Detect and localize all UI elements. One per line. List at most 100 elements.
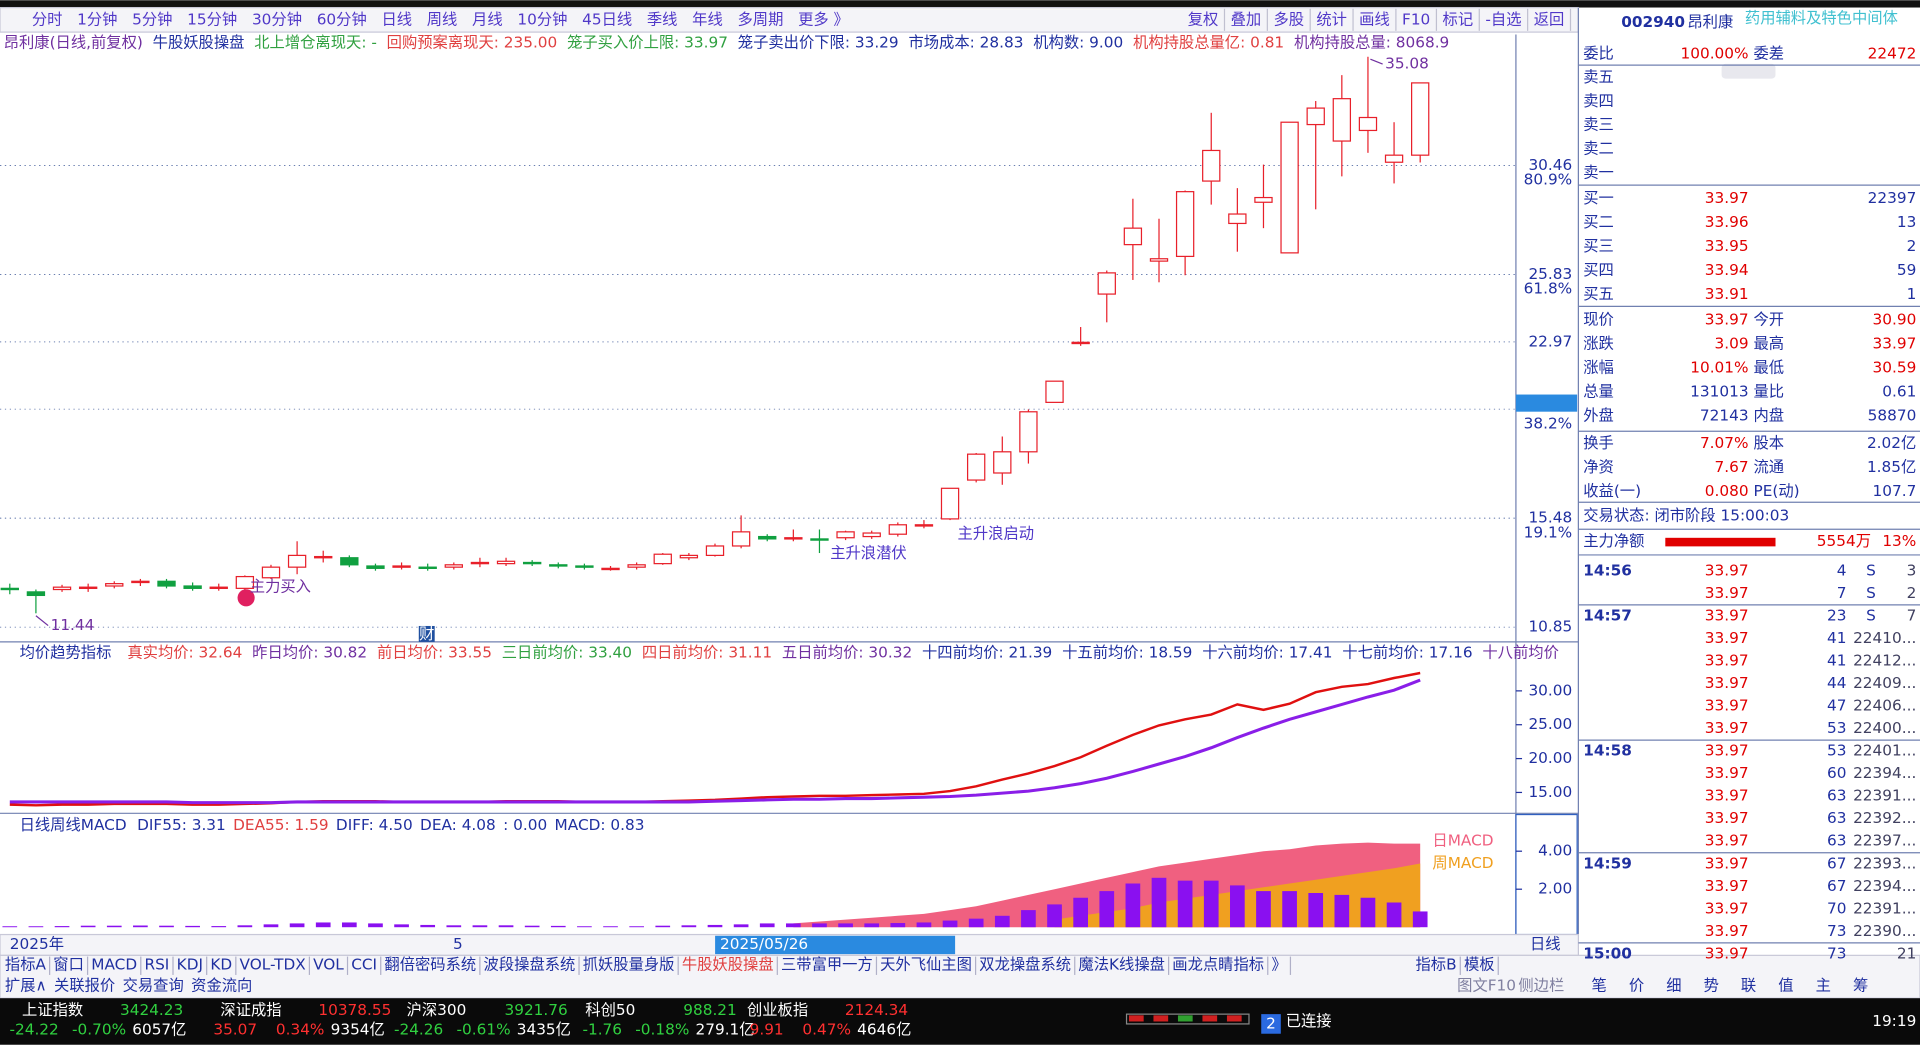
indicator-tab[interactable]: 抓妖股量身版 bbox=[583, 956, 675, 974]
period-tab[interactable]: 月线 bbox=[472, 10, 503, 28]
period-tab[interactable]: 更多 》 bbox=[798, 10, 849, 28]
indicator-tab[interactable]: 指标B bbox=[1416, 956, 1457, 974]
indicator-tab[interactable]: 魔法K线操盘 bbox=[1078, 956, 1165, 974]
macd-bar bbox=[1047, 904, 1062, 928]
function-tab[interactable]: 交易查询 bbox=[123, 976, 184, 994]
indicator-tab[interactable]: 翻倍密码系统 bbox=[384, 956, 476, 974]
indicator-tab[interactable]: 波段操盘系统 bbox=[484, 956, 576, 974]
macd-bar bbox=[916, 922, 932, 928]
macd-bar bbox=[733, 924, 749, 928]
function-tab[interactable]: 关联报价 bbox=[54, 976, 115, 994]
area-label: 日MACD bbox=[1432, 832, 1493, 850]
signal-dot bbox=[237, 589, 255, 607]
stat-value: 10.01% bbox=[1690, 358, 1748, 376]
indicator-tab[interactable]: VOL-TDX bbox=[240, 956, 306, 974]
period-tab[interactable]: 多周期 bbox=[737, 10, 783, 28]
stat-value: 30.59 bbox=[1873, 358, 1917, 376]
indicator-tab[interactable]: CCI bbox=[351, 956, 377, 974]
period-tab[interactable]: 年线 bbox=[692, 10, 723, 28]
tick-price: 33.97 bbox=[1705, 877, 1749, 895]
period-tab[interactable]: 15分钟 bbox=[187, 10, 237, 28]
indicator-tab[interactable]: MACD bbox=[91, 956, 137, 974]
tick-volume: 67 bbox=[1827, 854, 1846, 872]
stat-label: 净资 bbox=[1583, 458, 1614, 476]
tool-button[interactable]: F10 bbox=[1402, 10, 1430, 28]
tick-side: S bbox=[1866, 584, 1876, 602]
index-name: 沪深300 bbox=[407, 1001, 467, 1019]
side-tab[interactable]: 侧边栏 bbox=[1518, 976, 1564, 994]
index-amount: 6057亿 bbox=[132, 1021, 186, 1039]
period-tab[interactable]: 5分钟 bbox=[132, 10, 172, 28]
expand-button[interactable] bbox=[1721, 63, 1776, 79]
tick-volume: 47 bbox=[1827, 697, 1846, 715]
period-tab[interactable]: 10分钟 bbox=[517, 10, 567, 28]
indicator-tab[interactable]: RSI bbox=[144, 956, 169, 974]
indicator-tab[interactable]: 指标A bbox=[5, 956, 47, 974]
period-tab[interactable]: 周线 bbox=[427, 10, 458, 28]
side-tab[interactable]: 图文F10 bbox=[1457, 976, 1516, 994]
period-tab[interactable]: 季线 bbox=[647, 10, 678, 28]
badge-text: 2 bbox=[1266, 1014, 1276, 1032]
macd-bar bbox=[524, 925, 540, 928]
flow-bar bbox=[1665, 537, 1776, 547]
period-tab[interactable]: 30分钟 bbox=[252, 10, 302, 28]
tick-price: 33.97 bbox=[1705, 584, 1749, 602]
panel-tab[interactable]: 主 bbox=[1816, 976, 1831, 994]
tick-price: 33.97 bbox=[1705, 787, 1749, 805]
period-tab[interactable]: 日线 bbox=[381, 10, 412, 28]
tick-volume: 44 bbox=[1827, 674, 1846, 692]
function-tab[interactable]: 资金流向 bbox=[191, 976, 252, 994]
indicator-tab[interactable]: 天外飞仙主图 bbox=[880, 956, 972, 974]
function-tab[interactable]: 扩展∧ bbox=[5, 976, 47, 994]
macd-bar bbox=[1151, 877, 1167, 928]
indicator-tab[interactable]: 模板 bbox=[1464, 956, 1495, 974]
flow-pct: 13% bbox=[1882, 532, 1916, 550]
panel-tab[interactable]: 筹 bbox=[1853, 976, 1868, 994]
tool-button[interactable]: 叠加 bbox=[1231, 10, 1262, 28]
stat-value: 3.09 bbox=[1715, 334, 1749, 352]
panel-tab[interactable]: 价 bbox=[1629, 976, 1644, 994]
panel-tab[interactable]: 值 bbox=[1778, 976, 1793, 994]
tool-button[interactable]: 复权 bbox=[1188, 10, 1219, 28]
ask-label: 卖二 bbox=[1583, 140, 1614, 158]
macd-bar bbox=[472, 925, 488, 928]
period-tab[interactable]: 分时 bbox=[32, 10, 63, 28]
index-price: 10378.55 bbox=[318, 1001, 391, 1019]
indicator-tab[interactable]: 画龙点睛指标 bbox=[1172, 956, 1264, 974]
period-tab[interactable]: 60分钟 bbox=[317, 10, 367, 28]
indicator-tab[interactable]: 双龙操盘系统 bbox=[979, 956, 1071, 974]
tool-button[interactable]: 统计 bbox=[1316, 10, 1347, 28]
panel-tab[interactable]: 细 bbox=[1666, 976, 1681, 994]
indicator-tab[interactable]: KD bbox=[210, 956, 232, 974]
tool-button[interactable]: 画线 bbox=[1359, 10, 1390, 28]
tick-volume: 67 bbox=[1827, 877, 1846, 895]
stat-label: 涨跌 bbox=[1583, 334, 1614, 352]
bid-label: 买二 bbox=[1583, 213, 1614, 231]
indicator-tab[interactable]: 三带富甲一方 bbox=[781, 956, 873, 974]
indicator-value: 前日均价: 33.55 bbox=[377, 643, 492, 661]
indicator-tab[interactable]: 牛股妖股操盘 bbox=[682, 956, 774, 974]
index-name: 科创50 bbox=[585, 1001, 635, 1019]
bid-volume: 1 bbox=[1907, 285, 1917, 303]
indicator-value: : 0.00 bbox=[503, 816, 547, 834]
tool-button[interactable]: 标记 bbox=[1443, 10, 1474, 28]
stat-label: 量比 bbox=[1753, 382, 1784, 400]
indicator-tab[interactable]: VOL bbox=[313, 956, 344, 974]
tool-button[interactable]: -自选 bbox=[1485, 10, 1521, 28]
indicator-tab[interactable]: 》 bbox=[1271, 956, 1286, 974]
period-tab[interactable]: 1分钟 bbox=[77, 10, 117, 28]
indicator-tab[interactable]: 窗口 bbox=[53, 956, 84, 974]
signal-label: 主力买入 bbox=[250, 577, 311, 595]
indicator-tab[interactable]: KDJ bbox=[177, 956, 203, 974]
macd-bar bbox=[681, 925, 697, 928]
tick-volume: 73 bbox=[1827, 944, 1846, 962]
panel-tab[interactable]: 笔 bbox=[1592, 976, 1607, 994]
candle-body bbox=[1149, 258, 1169, 262]
tool-button[interactable]: 多股 bbox=[1273, 10, 1304, 28]
tool-button[interactable]: 返回 bbox=[1534, 10, 1565, 28]
panel-tab[interactable]: 势 bbox=[1704, 976, 1719, 994]
pct-tick-label: 38.2% bbox=[1524, 414, 1573, 432]
period-tab[interactable]: 45日线 bbox=[582, 10, 632, 28]
panel-tab[interactable]: 联 bbox=[1741, 976, 1756, 994]
stat-value: 107.7 bbox=[1873, 482, 1917, 500]
